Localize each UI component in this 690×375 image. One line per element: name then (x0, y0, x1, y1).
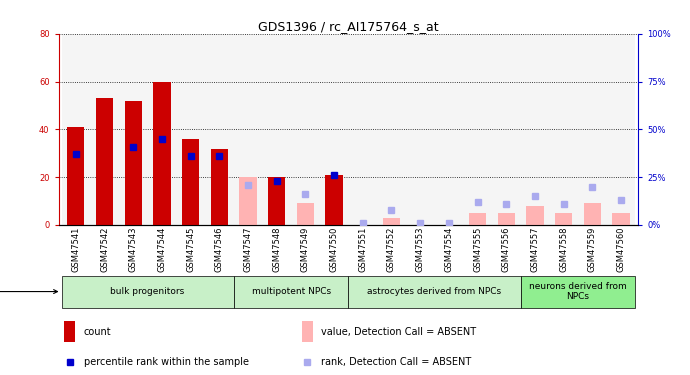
Text: multipotent NPCs: multipotent NPCs (251, 287, 331, 296)
Text: astrocytes derived from NPCs: astrocytes derived from NPCs (368, 287, 502, 296)
Bar (406, 34, 435, 225)
Bar (383, 218, 400, 225)
Title: GDS1396 / rc_AI175764_s_at: GDS1396 / rc_AI175764_s_at (258, 20, 439, 33)
Bar (234, 34, 262, 225)
Text: percentile rank within the sample: percentile rank within the sample (83, 357, 248, 367)
Text: count: count (83, 327, 111, 337)
Bar (297, 204, 314, 225)
Bar (613, 213, 630, 225)
Bar (182, 139, 199, 225)
Bar (319, 34, 348, 225)
Bar (521, 276, 635, 308)
Bar (302, 321, 313, 342)
Text: bulk progenitors: bulk progenitors (110, 287, 185, 296)
Bar (435, 34, 463, 225)
Bar (526, 206, 544, 225)
Bar (469, 213, 486, 225)
Bar (61, 34, 90, 225)
Bar (492, 34, 521, 225)
Bar (153, 82, 170, 225)
Text: value, Detection Call = ABSENT: value, Detection Call = ABSENT (322, 327, 476, 337)
Bar (67, 127, 84, 225)
Bar (578, 34, 607, 225)
Bar (176, 34, 205, 225)
Bar (377, 34, 406, 225)
Bar (463, 34, 492, 225)
Bar (607, 34, 635, 225)
Bar (348, 34, 377, 225)
Bar (234, 276, 348, 308)
Bar (64, 321, 75, 342)
Bar (268, 177, 286, 225)
Bar (555, 213, 572, 225)
Bar (90, 34, 119, 225)
Bar (521, 34, 549, 225)
Bar (262, 34, 291, 225)
Bar (210, 148, 228, 225)
Text: rank, Detection Call = ABSENT: rank, Detection Call = ABSENT (322, 357, 471, 367)
Bar (96, 98, 113, 225)
Bar (291, 34, 319, 225)
Bar (326, 175, 343, 225)
Bar (239, 177, 257, 225)
Text: cell type: cell type (0, 286, 57, 297)
Bar (348, 276, 521, 308)
Bar (148, 34, 176, 225)
Bar (125, 101, 142, 225)
Bar (549, 34, 578, 225)
Bar (119, 34, 148, 225)
Bar (205, 34, 234, 225)
Bar (61, 276, 234, 308)
Text: neurons derived from
NPCs: neurons derived from NPCs (529, 282, 627, 301)
Bar (584, 204, 601, 225)
Bar (497, 213, 515, 225)
